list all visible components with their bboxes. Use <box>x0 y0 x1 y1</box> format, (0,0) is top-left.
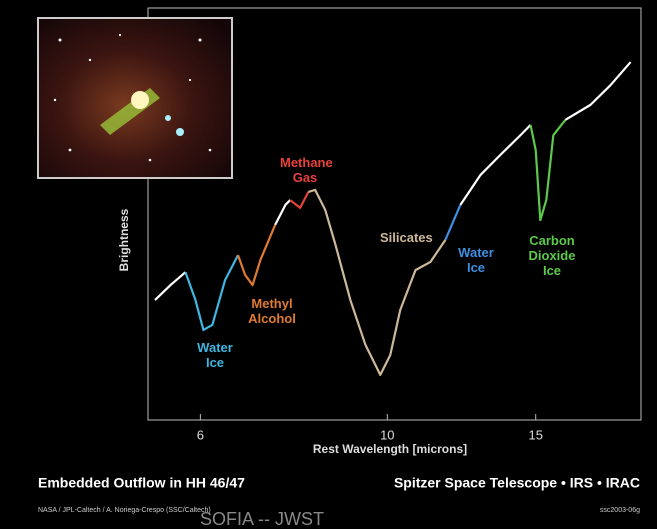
overlay-text: SOFIA -- JWST <box>200 509 324 529</box>
feature-label: Methyl Alcohol <box>242 296 302 326</box>
spectrum-line <box>155 272 185 300</box>
x-tick-label: 10 <box>380 427 394 442</box>
image-id: ssc2003-06g <box>600 507 640 514</box>
feature-label: Methane Gas <box>280 155 330 185</box>
spectrum-line <box>290 192 308 208</box>
subtitle: Spitzer Space Telescope • IRS • IRAC <box>394 475 640 491</box>
spectrum-line <box>531 120 566 220</box>
spectrum-line <box>460 125 530 205</box>
feature-label: Water Ice <box>190 340 240 370</box>
title: Embedded Outflow in HH 46/47 <box>38 475 245 491</box>
spectrum-line <box>275 200 290 225</box>
screenshot: Brightness Rest Wavelength [microns] Emb… <box>0 0 657 529</box>
spectrum-line <box>185 255 238 330</box>
spectrum-line <box>445 205 460 240</box>
spectrum-line <box>238 225 275 285</box>
spectrum-line <box>308 190 445 375</box>
spectrum-line <box>565 62 630 120</box>
inset-image <box>38 18 232 178</box>
feature-label: Water Ice <box>451 245 501 275</box>
x-tick-label: 6 <box>197 427 204 442</box>
feature-label: Silicates <box>380 230 430 245</box>
x-axis-label: Rest Wavelength [microns] <box>313 442 467 456</box>
x-tick-label: 15 <box>528 427 542 442</box>
feature-label: Carbon Dioxide Ice <box>522 233 582 278</box>
y-axis-label: Brightness <box>117 208 131 271</box>
credit: NASA / JPL-Caltech / A. Noriega-Crespo (… <box>38 507 211 514</box>
